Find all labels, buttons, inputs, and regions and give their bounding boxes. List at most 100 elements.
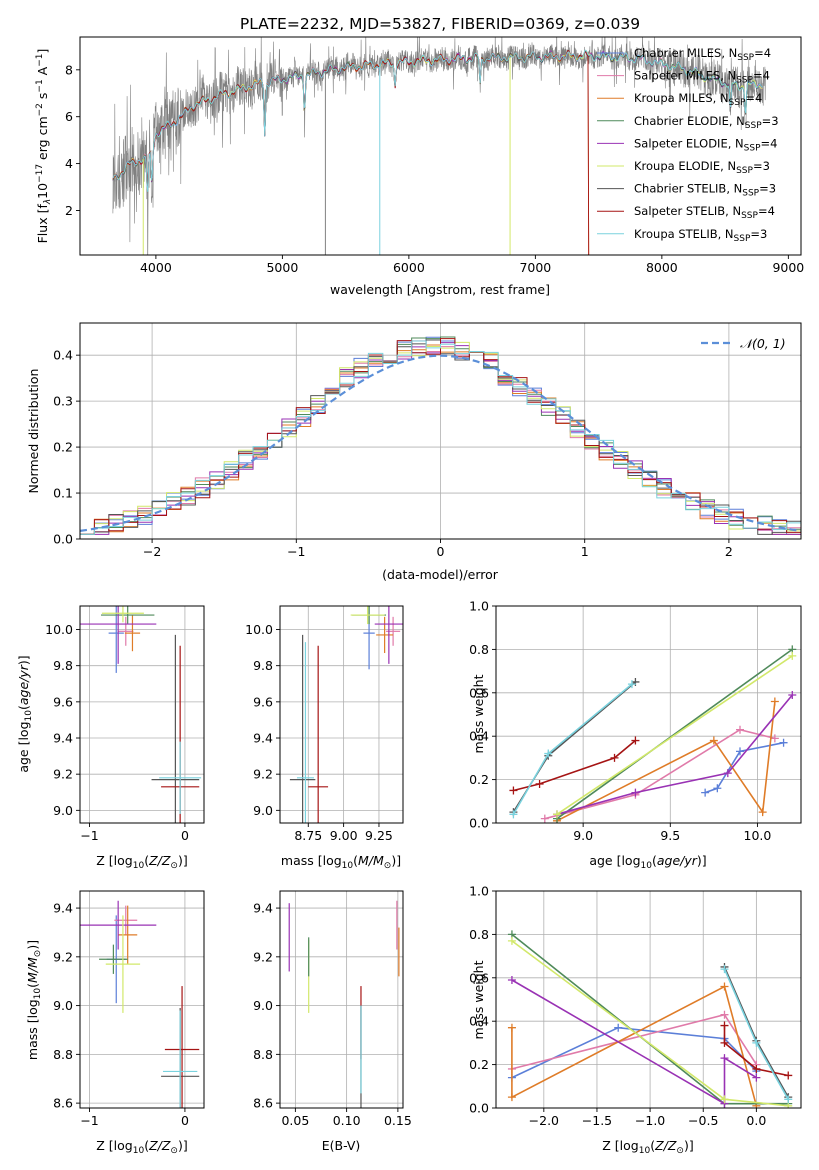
y-tick-label: 9.2 [53,949,73,964]
series-marker-salpeter_stelib [509,786,518,795]
series-marker-chabrier_miles [701,788,710,797]
y-tick-label: 0.2 [469,1057,489,1072]
y-tick-label: 10.0 [45,622,73,637]
histogram-step-chabrier_elodie [80,336,801,535]
legend-label-sub: SSP [745,121,762,131]
series-marker-kroupa_miles [709,736,718,745]
series-marker-salpeter_elodie [507,975,516,984]
series-marker-salpeter_miles [540,814,549,823]
series-line-chabrier_miles [704,741,784,794]
x-axis-label: Z [log10(Z/Z⊙)] [602,1138,693,1156]
y-tick-label: 9.2 [253,767,273,782]
series-marker-kroupa_stelib [752,1038,761,1047]
series-line-chabrier_stelib [512,681,636,813]
y-tick-label: 1.0 [469,884,489,899]
y-tick-label: 0.8 [469,927,489,942]
legend-label-tail: =4 [754,46,771,60]
legend-label-text: Salpeter STELIB, N [634,204,741,218]
series-line-salpeter_elodie [511,979,757,1106]
y-tick-label: 8.8 [53,1047,73,1062]
series-marker-kroupa_stelib [784,1095,793,1104]
series-line-salpeter_miles [544,728,776,820]
x-axis-label: age [log10(age/yr)] [589,853,706,871]
legend-label-tail: =3 [750,227,767,241]
legend-label-sub: SSP [737,53,754,63]
legend-label-text: Kroupa MILES, N [634,91,729,105]
series-marker-salpeter_miles [736,725,744,734]
legend-label: Salpeter ELODIE, NSSP=4 [634,136,777,153]
y-tick-label: 8 [65,62,73,77]
y-axis-label: Flux [fλ10−17 erg cm−2 s−1 A−1] [35,49,53,244]
series-marker-kroupa_miles [770,697,779,706]
legend-label: Salpeter MILES, NSSP=4 [634,69,770,86]
x-tick-label: 0.0 [746,1113,766,1128]
series-line-salpeter_elodie [556,694,793,816]
y-tick-label: 9.0 [253,803,273,818]
legend-label-text: Chabrier MILES, N [634,46,737,60]
legend-label-sub: SSP [729,98,746,108]
mass-vs-ebv-panel: 0.05 0.10 0.15 8.6 8.8 9.0 9.2 9.4 E(B-V) [253,890,412,1153]
age-vs-metallicity-panel: −1 0 9.0 9.2 9.4 9.6 9.8 10.0 Z [log10(Z/Z⊙)] age… [16,605,205,871]
x-axis-label: (data-model)/error [382,567,499,582]
legend-label-text: Chabrier ELODIE, N [634,114,745,128]
y-tick-label: 10.0 [245,622,273,637]
series-line-chabrier_miles [511,1026,757,1079]
x-tick-label: −0.5 [688,1113,718,1128]
x-tick-label: 4000 [140,260,172,275]
series-marker-kroupa_elodie [507,936,516,945]
x-tick-label: 9000 [772,260,804,275]
legend-label: Kroupa MILES, NSSP=4 [634,91,762,108]
mass-weight-vs-metallicity-panel: −2.0 −1.5 −1.0 −0.5 0.0 0.0 0.2 0.4 0.6 0.8 1.0 Z [… [469,884,802,1156]
observed-spectrum-line [112,37,766,255]
x-tick-label: 0.05 [281,1113,309,1128]
series-marker-salpeter_stelib [631,736,640,745]
series-line-kroupa_elodie [556,655,793,815]
legend-label-sub: SSP [736,166,753,176]
series-marker-kroupa_stelib [720,965,729,974]
y-tick-label: 1.0 [469,599,489,614]
spectrum-panel: 4000 5000 6000 7000 8000 9000 2 4 6 8 Chabrier MIL… [35,36,804,297]
series-marker-kroupa_miles [758,808,767,817]
series-marker-salpeter_elodie [720,1054,729,1063]
y-tick-label: 9.0 [53,803,73,818]
model-spectrum-kroupa_stelib [112,49,763,192]
mass-weight-vs-age-panel: 9.0 9.5 10.0 0.0 0.2 0.4 0.6 0.8 1.0 age [log10(a… [469,599,802,871]
legend-label: Chabrier ELODIE, NSSP=3 [634,114,779,131]
x-tick-label: 7000 [519,260,551,275]
x-tick-label: −2.0 [529,1113,559,1128]
y-tick-label: 8.8 [253,1047,273,1062]
series-marker-salpeter_stelib [720,1021,729,1030]
y-tick-label: 2 [65,203,73,218]
legend-label-sub: SSP [742,189,759,199]
y-tick-label: 9.2 [253,949,273,964]
y-tick-label: 9.2 [53,767,73,782]
plot-area [509,645,797,823]
legend-label: Chabrier STELIB, NSSP=3 [634,182,776,199]
y-axis-label: mass [log10(M/M⊙)] [25,940,43,1060]
y-tick-label: 8.6 [253,1096,273,1111]
y-tick-label: 0.0 [469,816,489,831]
plot-area [80,900,200,1108]
x-tick-label: 10.0 [744,828,772,843]
model-spectrum-kroupa_miles [112,50,590,255]
series-marker-salpeter_stelib [720,1038,729,1047]
x-tick-label: −1.0 [635,1113,665,1128]
y-tick-label: 0.0 [53,532,73,547]
y-tick-label: 4 [65,156,73,171]
plot-area [288,900,400,1108]
series-marker-kroupa_elodie [553,810,561,819]
y-tick-label: 0.2 [53,440,73,455]
y-tick-label: 6 [65,109,73,124]
series-marker-salpeter_miles [720,1010,729,1019]
legend-label-tail: =4 [745,91,762,105]
y-tick-label: 0.6 [469,970,489,985]
y-tick-label: 0.6 [469,685,489,700]
y-tick-label: 0.4 [53,348,73,363]
x-axis-label: E(B-V) [322,1138,361,1153]
legend-label-tail: =3 [762,114,779,128]
normal-curve [80,354,801,532]
series-marker-kroupa_stelib [509,810,518,819]
legend-label-text: Kroupa ELODIE, N [634,159,736,173]
